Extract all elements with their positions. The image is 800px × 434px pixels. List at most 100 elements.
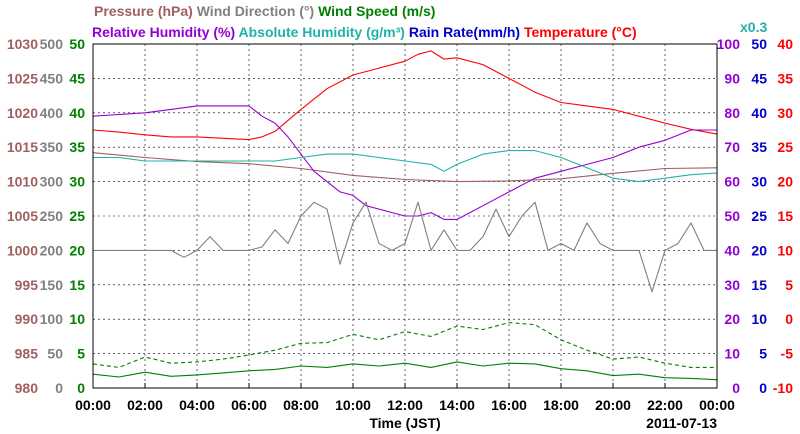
pressure-tick-label: 1020 — [7, 105, 38, 121]
pressure-tick-label: 1005 — [7, 208, 38, 224]
wind_speed-tick-label: 40 — [69, 105, 85, 121]
wind_direction-tick-label: 250 — [40, 208, 64, 224]
temperature-tick-label: 15 — [777, 208, 793, 224]
rain_rate-tick-label: 50 — [751, 36, 767, 52]
series-wind-speed-m-s — [92, 361, 718, 381]
series-wind-direction — [93, 201, 717, 293]
x-tick-label: 12:00 — [387, 397, 423, 413]
rain-scale-label: x0.3 — [740, 19, 767, 35]
wind_speed-tick-label: 10 — [69, 311, 85, 327]
wind_speed-tick-label: 35 — [69, 139, 85, 155]
pressure-tick-label: 990 — [15, 311, 39, 327]
relative_humidity-tick-label: 10 — [724, 346, 740, 362]
series-temperature-c — [92, 50, 718, 141]
pressure-tick-label: 980 — [15, 380, 39, 396]
relative_humidity-tick-label: 50 — [724, 208, 740, 224]
pressure-tick-label: 985 — [15, 346, 39, 362]
wind_direction-tick-label: 0 — [55, 380, 63, 396]
series-pressure-hpa — [92, 152, 718, 183]
wind_speed-tick-label: 50 — [69, 36, 85, 52]
title-row-2: Relative Humidity (%) Absolute Humidity … — [92, 24, 637, 40]
relative_humidity-tick-label: 70 — [724, 139, 740, 155]
temperature-tick-label: 0 — [785, 311, 793, 327]
wind_direction-tick-label: 400 — [40, 105, 64, 121]
x-tick-label: 00:00 — [699, 397, 735, 413]
x-tick-label: 18:00 — [543, 397, 579, 413]
rain_rate-tick-label: 40 — [751, 105, 767, 121]
rain_rate-tick-label: 45 — [751, 70, 767, 86]
temperature-tick-label: -5 — [781, 346, 794, 362]
title-item: Wind Speed (m/s) — [314, 3, 435, 19]
wind_speed-tick-label: 20 — [69, 242, 85, 258]
x-tick-label: 20:00 — [595, 397, 631, 413]
plot-series — [92, 50, 718, 381]
x-axis: 00:00 02:00 04:00 06:00 08:00 10:00 12:00 14:00… — [75, 383, 735, 413]
x-tick-label: 06:00 — [231, 397, 267, 413]
wind_speed-tick-label: 45 — [69, 70, 85, 86]
wind_direction-tick-label: 300 — [40, 174, 64, 190]
right-axes: 0102030405060708090100051015202530354045… — [717, 36, 794, 396]
rain_rate-tick-label: 30 — [751, 174, 767, 190]
rain_rate-tick-label: 25 — [751, 208, 767, 224]
wind_speed-tick-label: 0 — [77, 380, 85, 396]
relative_humidity-tick-label: 40 — [724, 242, 740, 258]
pressure-tick-label: 1025 — [7, 70, 38, 86]
temperature-tick-label: 5 — [785, 277, 793, 293]
temperature-tick-label: 35 — [777, 70, 793, 86]
date-label: 2011-07-13 — [646, 415, 717, 431]
temperature-tick-label: 10 — [777, 242, 793, 258]
rain_rate-tick-label: 0 — [759, 380, 767, 396]
relative_humidity-tick-label: 30 — [724, 277, 740, 293]
rain_rate-tick-label: 20 — [751, 242, 767, 258]
x-tick-label: 16:00 — [491, 397, 527, 413]
x-axis-label: Time (JST) — [369, 415, 440, 431]
x-tick-label: 10:00 — [335, 397, 371, 413]
pressure-tick-label: 1030 — [7, 36, 38, 52]
pressure-tick-label: 1000 — [7, 242, 38, 258]
rain_rate-tick-label: 15 — [751, 277, 767, 293]
x-tick-label: 02:00 — [127, 397, 163, 413]
wind_direction-tick-label: 350 — [40, 139, 64, 155]
relative_humidity-tick-label: 0 — [732, 380, 740, 396]
x-tick-label: 04:00 — [179, 397, 215, 413]
title-item: Wind Direction (°) — [193, 3, 314, 19]
wind_direction-tick-label: 100 — [40, 311, 64, 327]
chart-titles: Pressure (hPa) Wind Direction (°) Wind S… — [92, 3, 767, 40]
series-relative-humidity — [92, 105, 717, 220]
relative_humidity-tick-label: 20 — [724, 311, 740, 327]
temperature-tick-label: 30 — [777, 105, 793, 121]
rain_rate-tick-label: 5 — [759, 346, 767, 362]
left-axes: 9809859909951000100510101015102010251030… — [7, 36, 85, 396]
relative_humidity-tick-label: 60 — [724, 174, 740, 190]
relative_humidity-tick-label: 100 — [717, 36, 741, 52]
title-item: Temperature (°C) — [520, 24, 637, 40]
title-row-1: Pressure (hPa) Wind Direction (°) Wind S… — [94, 3, 435, 19]
title-item: Rain Rate(mm/h) — [405, 24, 520, 40]
wind_direction-tick-label: 150 — [40, 277, 64, 293]
title-item: Relative Humidity (%) — [92, 24, 235, 40]
title-item: Pressure (hPa) — [94, 3, 193, 19]
temperature-tick-label: 20 — [777, 174, 793, 190]
x-tick-label: 08:00 — [283, 397, 319, 413]
wind_speed-tick-label: 25 — [69, 208, 85, 224]
rain_rate-tick-label: 35 — [751, 139, 767, 155]
series-absolute-humidity-g-m — [93, 150, 718, 183]
temperature-tick-label: 25 — [777, 139, 793, 155]
x-tick-label: 14:00 — [439, 397, 475, 413]
relative_humidity-tick-label: 80 — [724, 105, 740, 121]
series-wind-speed-gust-m-s — [92, 322, 717, 368]
x-tick-label: 22:00 — [647, 397, 683, 413]
wind_speed-tick-label: 15 — [69, 277, 85, 293]
pressure-tick-label: 1015 — [7, 139, 38, 155]
rain_rate-tick-label: 10 — [751, 311, 767, 327]
pressure-tick-label: 1010 — [7, 174, 38, 190]
wind_speed-tick-label: 5 — [77, 346, 85, 362]
wind_speed-tick-label: 30 — [69, 174, 85, 190]
wind_direction-tick-label: 500 — [40, 36, 64, 52]
relative_humidity-tick-label: 90 — [724, 70, 740, 86]
grid — [93, 44, 717, 388]
wind_direction-tick-label: 450 — [40, 70, 64, 86]
pressure-tick-label: 995 — [15, 277, 39, 293]
x-tick-label: 00:00 — [75, 397, 111, 413]
